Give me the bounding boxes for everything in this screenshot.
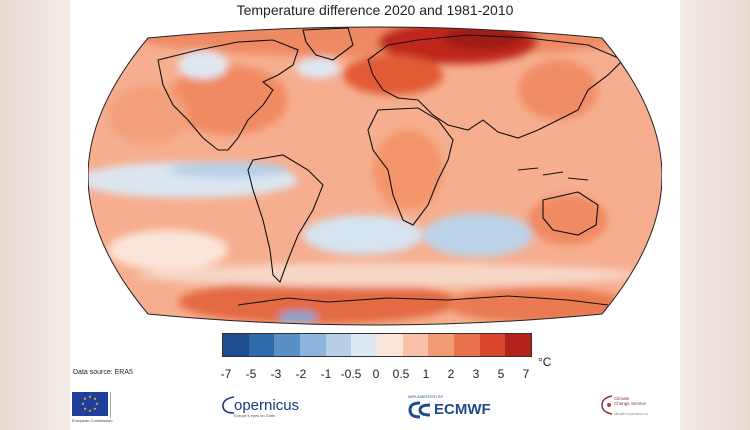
eu-caption: European Commission (72, 418, 113, 423)
svg-text:★: ★ (83, 396, 87, 401)
legend-swatch (351, 334, 378, 356)
legend-tick-label: 5 (497, 367, 505, 381)
world-anomaly-map (88, 26, 662, 326)
legend-tick-label: 3 (472, 367, 480, 381)
legend-swatch (377, 334, 403, 356)
c3s-name: Climate Change Service (614, 396, 646, 406)
anomaly-indian-ocean (423, 213, 533, 257)
legend-swatch (479, 334, 506, 356)
anomaly-europe (343, 55, 443, 95)
legend-swatch (300, 334, 326, 356)
legend-swatch (223, 334, 249, 356)
anomaly-southern-ocean (138, 263, 638, 287)
eu-flag-icon: ★ ★ ★ ★ ★ ★ ★ ★ (72, 392, 108, 416)
legend-tick-label: 2 (447, 367, 455, 381)
c3s-logo: Climate Change Service climate.copernicu… (600, 392, 680, 422)
legend-swatch (248, 334, 275, 356)
anomaly-south-atlantic (303, 215, 423, 255)
legend-unit: °C (538, 355, 552, 369)
c3s-line1: Climate (614, 396, 630, 401)
legend-swatch (428, 334, 455, 356)
svg-text:★: ★ (93, 396, 97, 401)
copernicus-wordmark: opernicus (234, 397, 300, 414)
outline-north-america (157, 39, 299, 151)
legend-tick-label: 0 (372, 367, 380, 381)
svg-text:★: ★ (83, 406, 87, 411)
svg-text:★: ★ (88, 394, 92, 399)
anomaly-antarctica-cold (278, 311, 318, 323)
c3s-arc-icon (601, 395, 613, 415)
color-legend: -7 -5 -3 -2 -1 -0.5 0 0.5 1 2 3 5 7 °C (220, 333, 551, 383)
eu-divider (110, 392, 125, 418)
svg-text:★: ★ (81, 401, 85, 406)
legend-swatch (505, 334, 532, 356)
legend-tick-label: 0.5 (392, 367, 410, 381)
copernicus-tagline: Europe's eyes on Earth (234, 413, 276, 418)
anomaly-asia-east (518, 60, 598, 120)
eu-logo: ★ ★ ★ ★ ★ ★ ★ ★ European Commission (72, 392, 125, 423)
legend-tick-label: -1 (320, 367, 332, 381)
outline-antarctica (237, 295, 609, 306)
legend-tick-label: -7 (220, 367, 232, 381)
figure-panel: Temperature difference 2020 and 1981-201… (70, 0, 680, 430)
ecmwf-implemented-by: IMPLEMENTED BY (408, 394, 444, 399)
legend-swatch (325, 334, 352, 356)
anomaly-africa (373, 130, 443, 210)
map-title: Temperature difference 2020 and 1981-201… (236, 2, 514, 18)
svg-text:★: ★ (93, 406, 97, 411)
right-backdrop (680, 0, 750, 430)
anomaly-north-america (168, 65, 288, 135)
anomaly-antarctica-east (448, 287, 628, 323)
legend-tick-label: -5 (245, 367, 257, 381)
ecmwf-mark-icon (408, 401, 431, 419)
copernicus-arc-icon (222, 396, 235, 414)
outline-africa (367, 107, 454, 226)
outline-indonesia (517, 167, 589, 181)
legend-tick-label: -3 (270, 367, 282, 381)
map-border (88, 26, 662, 326)
anomaly-australia (528, 195, 608, 245)
svg-text:★: ★ (95, 401, 99, 406)
outline-australia (542, 191, 599, 236)
ecmwf-wordmark: ECMWF (434, 401, 491, 418)
anomaly-greenland-sea (296, 58, 340, 78)
legend-tick-label: 1 (422, 367, 430, 381)
anomaly-canada-cool (178, 51, 228, 79)
legend-tick-label: -2 (295, 367, 307, 381)
legend-swatch (402, 334, 429, 356)
legend-swatch (454, 334, 480, 356)
c3s-line2: Change Service (614, 401, 647, 406)
anomaly-south-pacific (108, 230, 228, 270)
outline-europe-asia (367, 34, 624, 139)
c3s-url: climate.copernicus.eu (614, 412, 648, 416)
anomaly-antarctica-west (178, 280, 458, 324)
outline-greenland (302, 27, 354, 61)
outline-south-america (247, 154, 324, 283)
legend-swatches (222, 333, 532, 357)
legend-tick-label: 7 (522, 367, 530, 381)
anomaly-tropical-pacific-core (168, 162, 288, 178)
left-backdrop (0, 0, 70, 430)
svg-text:★: ★ (88, 408, 92, 413)
copernicus-logo: opernicus Europe's eyes on Earth (220, 392, 330, 422)
anomaly-north-pacific (108, 85, 188, 145)
ecmwf-logo: IMPLEMENTED BY ECMWF (404, 392, 534, 422)
legend-swatch (274, 334, 301, 356)
anomaly-siberia-core (443, 27, 523, 50)
data-source-label: Data source: ERA5 (73, 369, 133, 376)
legend-tick-label: -0.5 (340, 367, 362, 381)
